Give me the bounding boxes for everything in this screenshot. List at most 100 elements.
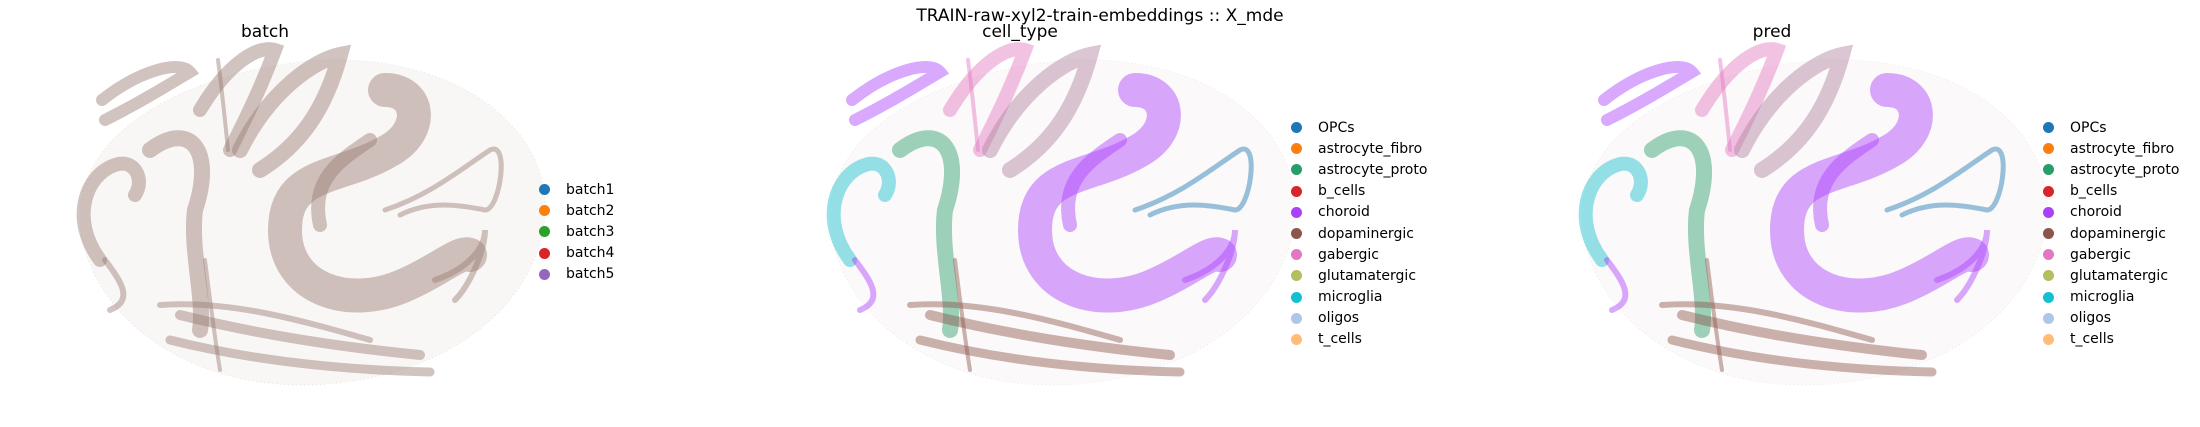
embedding-bottom-band-2	[915, 335, 1185, 377]
legend-label: oligos	[1318, 310, 1360, 327]
legend-marker	[1291, 312, 1302, 324]
embedding-top-stem	[216, 58, 230, 152]
legend-label: oligos	[2070, 310, 2112, 327]
legend-marker	[1291, 228, 1302, 240]
embedding-top-stem	[1718, 58, 1732, 152]
legend-marker	[2043, 206, 2054, 218]
figure-suptitle: TRAIN-raw-xyl2-train-embeddings :: X_mde	[916, 6, 1284, 26]
embedding-left-arc-lower	[102, 257, 127, 313]
embedding-vertical-stem	[1705, 258, 1724, 372]
embedding-cloud-outline	[1581, 59, 2048, 386]
embedding-center-left-leaf	[892, 130, 961, 338]
legend-item: oligos	[1291, 308, 1427, 329]
embedding-bottom-band-2	[1667, 335, 1937, 377]
embedding-left-arc	[826, 156, 896, 267]
embedding-left-arc	[76, 156, 146, 267]
embedding-right-loop	[1132, 146, 1254, 218]
legend-marker	[539, 184, 550, 196]
legend-label: b_cells	[2070, 183, 2118, 200]
legend-marker	[539, 247, 550, 259]
embedding-left-arc-lower	[852, 257, 877, 313]
legend-label: choroid	[2070, 204, 2122, 221]
legend-marker	[2043, 185, 2054, 197]
embedding-bottom-band-1	[925, 310, 1175, 360]
legend-batch: batch1 batch2 batch3 batch4 batch5	[539, 179, 614, 285]
legend-item: batch3	[539, 221, 614, 242]
legend-item: choroid	[2043, 202, 2179, 223]
legend-label: glutamatergic	[1318, 267, 1417, 284]
embedding-cloud-outline	[829, 59, 1296, 386]
legend-item: t_cells	[2043, 329, 2179, 350]
legend-marker	[2043, 312, 2054, 324]
legend-item: batch1	[539, 179, 614, 200]
legend-item: batch2	[539, 200, 614, 221]
legend-marker	[2043, 228, 2054, 240]
legend-item: b_cells	[2043, 181, 2179, 202]
embedding-center-left-leaf	[142, 130, 211, 338]
embedding-scatter-batch	[76, 42, 546, 386]
embedding-right-tail	[432, 229, 488, 303]
legend-label: microglia	[1318, 289, 1383, 306]
legend-marker	[1291, 164, 1302, 176]
embedding-inner-curve	[1061, 133, 1127, 232]
legend-label: gabergic	[2070, 246, 2131, 263]
legend-item: OPCs	[2043, 117, 2179, 138]
embedding-inner-curve	[1813, 133, 1879, 232]
legend-item: astrocyte_fibro	[1291, 138, 1427, 159]
legend-label: glutamatergic	[2070, 267, 2169, 284]
embedding-big-s-curve	[1769, 73, 1989, 313]
legend-item: OPCs	[1291, 117, 1427, 138]
legend-item: astrocyte_proto	[1291, 159, 1427, 180]
embedding-top-left-leaf	[96, 61, 200, 126]
legend-label: gabergic	[1318, 246, 1379, 263]
legend-label: astrocyte_fibro	[2070, 140, 2175, 157]
legend-label: OPCs	[1318, 119, 1355, 136]
legend-item: gabergic	[1291, 244, 1427, 265]
embedding-big-s-curve	[267, 73, 487, 313]
legend-label: b_cells	[1318, 183, 1366, 200]
embedding-top-leaf-2	[982, 44, 1102, 178]
legend-item: glutamatergic	[2043, 265, 2179, 286]
legend-marker	[2043, 291, 2054, 303]
legend-item: choroid	[1291, 202, 1427, 223]
embedding-top-stem	[966, 58, 980, 152]
embedding-right-loop	[1884, 146, 2006, 218]
legend-marker	[539, 205, 550, 217]
embedding-scatter-pred	[1578, 42, 2048, 386]
legend-marker	[539, 268, 550, 280]
legend-label: batch2	[566, 202, 615, 219]
embedding-top-left-leaf	[846, 61, 950, 126]
embedding-cloud-outline	[79, 59, 546, 386]
legend-label: batch1	[566, 181, 615, 198]
legend-marker	[1291, 291, 1302, 303]
legend-item: t_cells	[1291, 329, 1427, 350]
legend-marker	[539, 226, 550, 238]
legend-marker	[1291, 185, 1302, 197]
embedding-top-leaf-1	[1695, 42, 1787, 157]
panel-title-cell-type: cell_type	[982, 22, 1058, 42]
legend-marker	[2043, 164, 2054, 176]
legend-label: dopaminergic	[1318, 225, 1414, 242]
legend-item: microglia	[2043, 287, 2179, 308]
legend-marker	[1291, 333, 1302, 345]
legend-marker	[2043, 270, 2054, 282]
embedding-inner-curve	[311, 133, 377, 232]
legend-label: astrocyte_proto	[1318, 161, 1428, 178]
legend-label: astrocyte_proto	[2070, 161, 2180, 178]
legend-label: t_cells	[1318, 331, 1362, 348]
legend-marker	[1291, 206, 1302, 218]
embedding-bottom-band-3	[907, 301, 1123, 343]
legend-label: astrocyte_fibro	[1318, 140, 1423, 157]
embedding-vertical-stem	[953, 258, 972, 372]
embedding-right-loop	[382, 146, 504, 218]
legend-label: OPCs	[2070, 119, 2107, 136]
legend-label: t_cells	[2070, 331, 2114, 348]
legend-marker	[2043, 143, 2054, 155]
legend-marker	[2043, 249, 2054, 261]
legend-marker	[1291, 249, 1302, 261]
legend-marker	[1291, 270, 1302, 282]
embedding-scatter-cell-type	[826, 42, 1296, 386]
embedding-bottom-band-1	[175, 310, 425, 360]
legend-label: batch4	[566, 245, 615, 262]
legend-item: b_cells	[1291, 181, 1427, 202]
